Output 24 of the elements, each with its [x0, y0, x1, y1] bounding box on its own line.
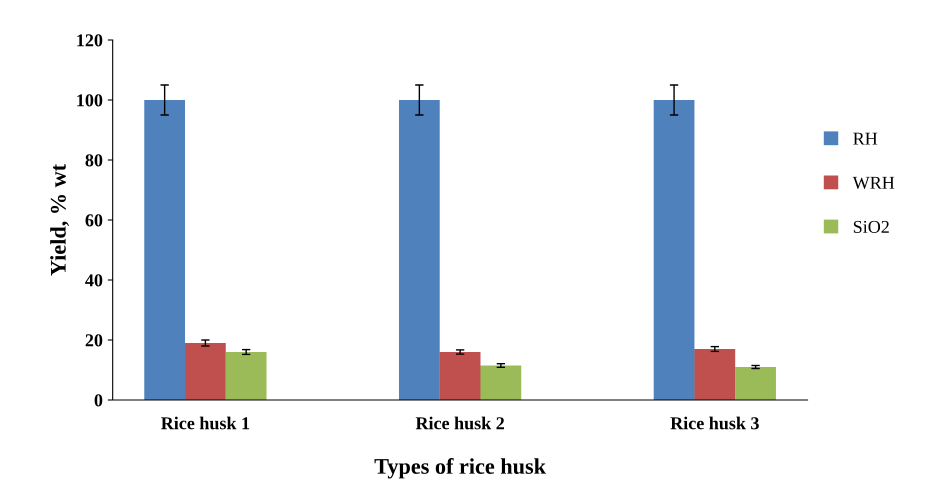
legend-label: SiO2: [854, 220, 889, 233]
y-tick-label: 120: [77, 34, 102, 46]
bar: [144, 100, 186, 400]
bar: [694, 349, 736, 400]
bar: [735, 367, 776, 400]
bar: [398, 100, 440, 400]
x-axis-title: Types of rice husk: [374, 458, 546, 478]
bar: [185, 343, 226, 400]
x-tick-label: Rice husk 2: [416, 416, 504, 430]
y-tick-label: 80: [86, 154, 102, 166]
bar: [480, 366, 522, 400]
y-axis-title: Yield, % wt: [50, 164, 70, 276]
y-tick-label: 20: [86, 334, 102, 346]
y-tick-label: 40: [85, 274, 102, 286]
legend-label: RH: [853, 132, 878, 145]
legend-label: WRH: [852, 176, 894, 189]
y-tick-label: 100: [77, 94, 102, 106]
bar: [654, 100, 694, 400]
x-tick-label: Rice husk 1: [161, 416, 250, 430]
y-tick-label: 60: [86, 214, 102, 226]
bar: [440, 352, 480, 400]
bar: [226, 352, 267, 400]
y-tick-label: 0: [94, 394, 102, 406]
x-tick-label: Rice husk 3: [670, 416, 759, 430]
